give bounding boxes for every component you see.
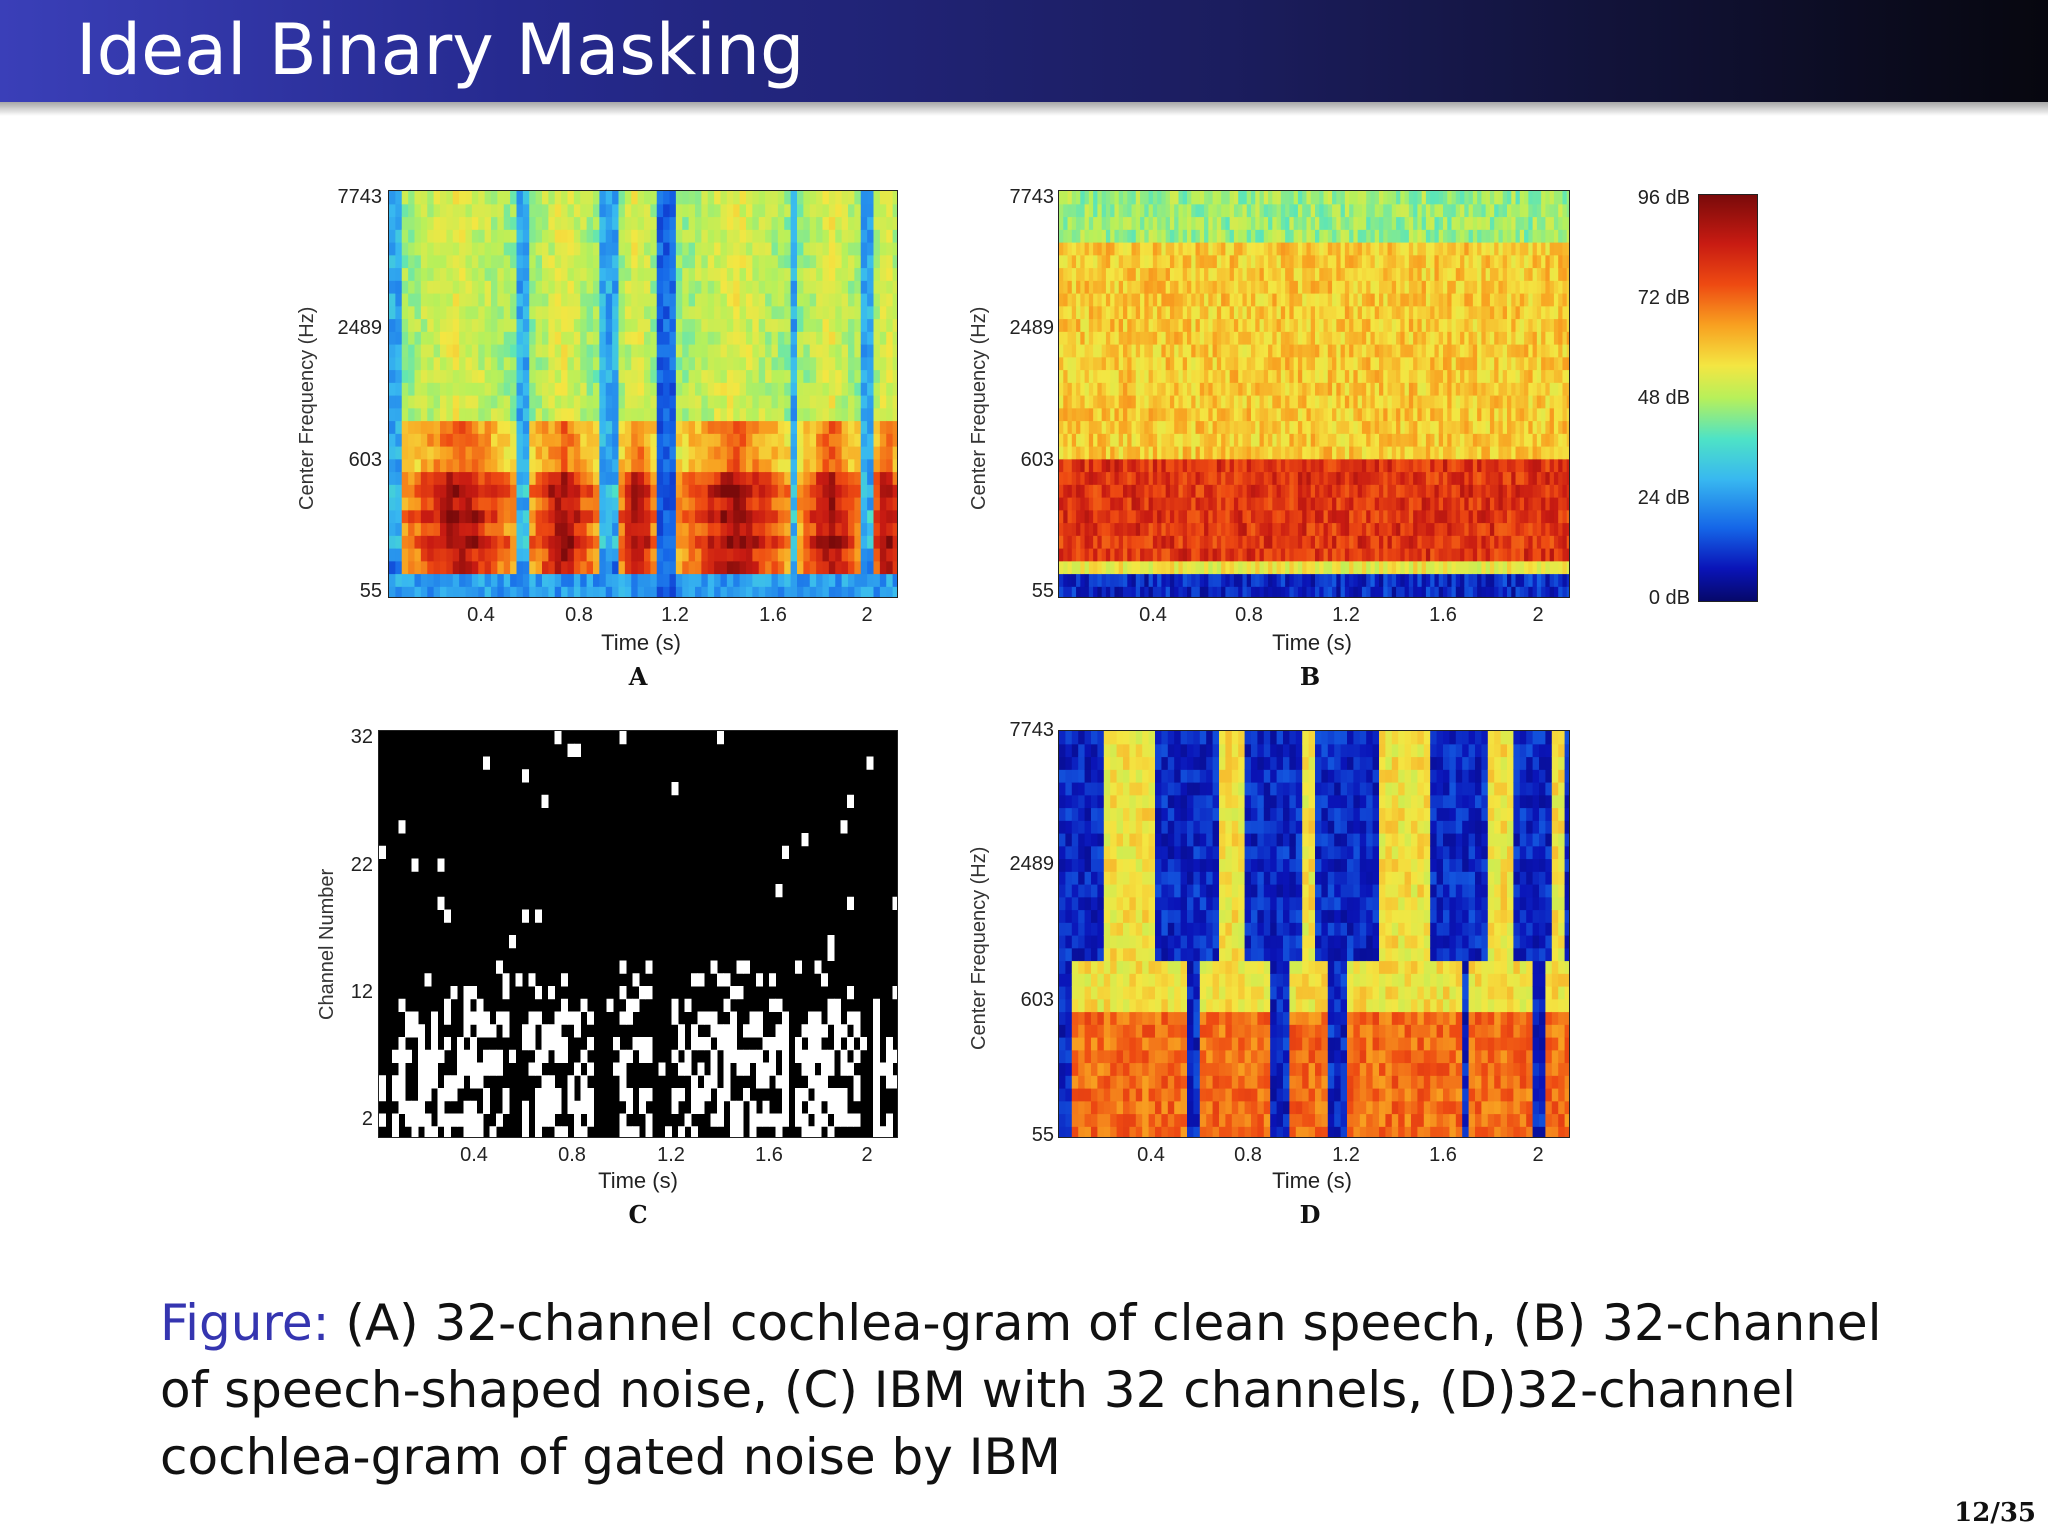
heatmap-image [389,191,897,597]
heatmap-image [379,731,897,1137]
panel-b-xtick: 1.2 [1332,604,1360,626]
panel-b-ytick: 7743 [1009,186,1055,208]
panel-d-cochleagram [1058,730,1570,1138]
panel-b-ytick: 2489 [1009,317,1055,339]
panel-a-xtick: 1.6 [759,604,787,626]
panel-c-binary-mask [378,730,898,1138]
colorbar-tick: 96 dB [1637,187,1690,209]
colorbar-tick: 72 dB [1637,287,1690,309]
heatmap-image [1059,731,1569,1137]
panel-d-ylabel: Center Frequency (Hz) [968,846,990,1050]
panel-d-ytick: 7743 [1009,719,1055,741]
panel-b-xtick: 2 [1532,604,1544,626]
panel-a-cochleagram [388,190,898,598]
heatmap-image [1059,191,1569,597]
panel-b-ytick: 603 [1020,449,1054,471]
title-bar-shadow [0,102,2048,116]
panel-d-ytick: 603 [1020,989,1054,1011]
panel-a-xtick: 0.4 [467,604,495,626]
panel-d-xlabel: Time (s) [1272,1168,1352,1193]
caption-lead: Figure: [160,1294,330,1352]
figure-caption: Figure: (A) 32-channel cochlea-gram of c… [160,1290,1900,1491]
panel-d-xtick: 1.6 [1429,1144,1457,1166]
panel-b-ytick: 55 [1031,580,1054,602]
panel-d-xtick: 2 [1532,1144,1544,1166]
title-bar [0,0,2048,102]
panel-a-ytick: 2489 [337,317,383,339]
colorbar-tick: 48 dB [1637,387,1690,409]
panel-b-xtick: 1.6 [1429,604,1457,626]
panel-a-xtick: 0.8 [565,604,593,626]
panel-d-ytick: 55 [1031,1124,1054,1146]
panel-d-xtick: 0.4 [1137,1144,1165,1166]
colorbar-tick: 24 dB [1637,487,1690,509]
panel-c-ytick: 2 [361,1108,373,1130]
panel-c-xtick: 0.4 [460,1144,488,1166]
panel-d-xtick: 0.8 [1234,1144,1262,1166]
panel-a-label: A [628,662,648,691]
panel-c-ytick: 22 [350,854,373,876]
panel-b-cochleagram [1058,190,1570,598]
panel-a-ytick: 603 [348,449,382,471]
panel-c-xtick: 2 [861,1144,873,1166]
colorbar-tick: 0 dB [1648,587,1690,609]
panel-c-ytick: 32 [350,726,373,748]
panel-c-xtick: 1.6 [755,1144,783,1166]
caption-text: (A) 32-channel cochlea-gram of clean spe… [160,1294,1882,1486]
panel-c-ytick: 12 [350,981,373,1003]
panel-b-xlabel: Time (s) [1272,630,1352,655]
panel-a-ytick: 55 [359,580,382,602]
panel-c-xtick: 0.8 [558,1144,586,1166]
panel-c-xlabel: Time (s) [598,1168,678,1193]
panel-d-label: D [1299,1200,1321,1229]
panel-b-xtick: 0.4 [1139,604,1167,626]
panel-d-ytick: 2489 [1009,853,1055,875]
panel-b-xtick: 0.8 [1235,604,1263,626]
panel-a-xtick: 1.2 [661,604,689,626]
panel-c-xtick: 1.2 [657,1144,685,1166]
slide-title: Ideal Binary Masking [76,9,805,91]
panel-a-xtick: 2 [861,604,873,626]
panel-d-xtick: 1.2 [1332,1144,1360,1166]
colorbar [1698,194,1758,602]
panel-a-ytick: 7743 [337,186,383,208]
page-number: 12/35 [1954,1498,2036,1528]
panel-a-xlabel: Time (s) [601,630,681,655]
panel-b-label: B [1299,662,1321,691]
panel-c-label: C [628,1200,648,1229]
